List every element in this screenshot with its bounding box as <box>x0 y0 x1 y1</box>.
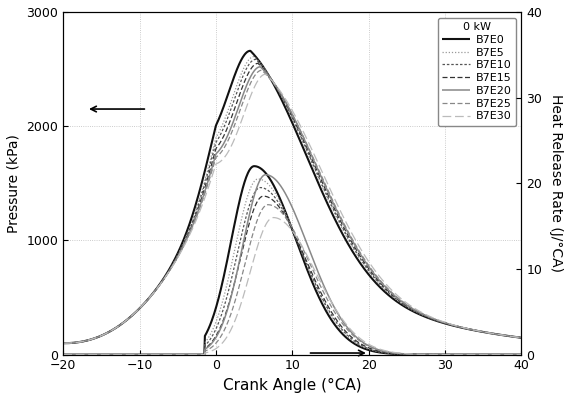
Y-axis label: Pressure (kPa): Pressure (kPa) <box>7 134 21 233</box>
Y-axis label: Heat Release Rate (J/°CA): Heat Release Rate (J/°CA) <box>549 94 563 272</box>
X-axis label: Crank Angle (°CA): Crank Angle (°CA) <box>223 378 362 393</box>
Legend: B7E0, B7E5, B7E10, B7E15, B7E20, B7E25, B7E30: B7E0, B7E5, B7E10, B7E15, B7E20, B7E25, … <box>438 18 516 126</box>
